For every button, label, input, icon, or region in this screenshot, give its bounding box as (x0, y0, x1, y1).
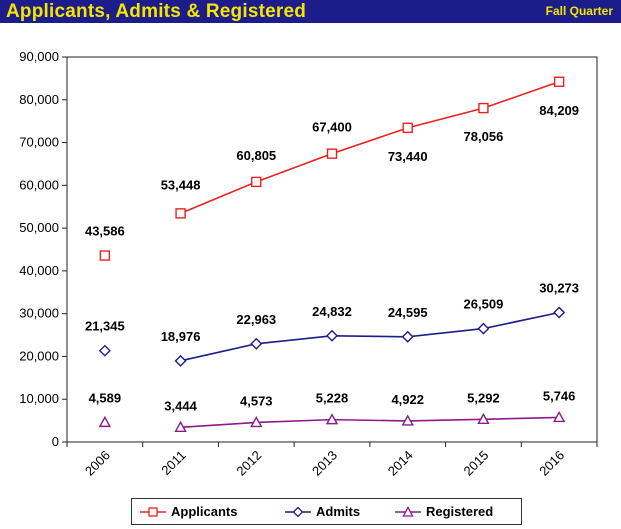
registered-data-label: 3,444 (164, 398, 197, 413)
applicants-data-label: 60,805 (236, 148, 276, 163)
admits-series-line (180, 311, 560, 362)
line-chart: 0 10,000 20,000 30,000 40,000 50,000 60,000 70,… (19, 49, 598, 479)
registered-point (325, 413, 339, 425)
registered-point (98, 415, 112, 428)
admits-legend-marker-icon (285, 506, 311, 517)
y-tick-label: 10,000 (19, 391, 59, 406)
y-tick-label: 50,000 (19, 220, 59, 235)
registered-data-label: 4,573 (240, 393, 273, 408)
registered-series-line (180, 416, 560, 429)
applicants-point (478, 102, 489, 114)
chart-subtitle: Fall Quarter (545, 4, 613, 18)
legend-item-admits: Admits (285, 499, 360, 524)
y-tick-label: 80,000 (19, 92, 59, 107)
applicants-series-line (180, 81, 560, 215)
applicants-data-label: 84,209 (539, 103, 579, 118)
x-tick-label: 2012 (233, 448, 264, 479)
applicants-point (251, 176, 262, 188)
y-tick-label: 40,000 (19, 263, 59, 278)
applicants-point (553, 76, 565, 87)
chart-title: Applicants, Admits & Registered (6, 1, 307, 22)
admits-data-label: 24,832 (312, 304, 352, 319)
y-tick-label: 70,000 (19, 135, 59, 150)
x-tick-label: 2016 (536, 448, 567, 479)
admits-data-label: 30,273 (539, 280, 579, 295)
y-tick-label: 90,000 (19, 49, 59, 64)
chart-header: Applicants, Admits & Registered Fall Qua… (0, 0, 621, 23)
legend-item-applicants: Applicants (140, 499, 237, 524)
y-tick-label: 60,000 (19, 177, 59, 192)
admits-data-label: 26,509 (464, 297, 504, 312)
applicants-point (175, 208, 186, 219)
registered-data-label: 5,228 (316, 391, 349, 406)
registered-data-label: 5,292 (467, 390, 500, 405)
admits-data-label: 22,963 (236, 312, 276, 327)
legend-label-applicants: Applicants (171, 504, 238, 519)
x-tick-label: 2015 (460, 448, 491, 479)
registered-point (552, 410, 566, 423)
registered-data-label: 5,746 (543, 388, 576, 403)
registered-legend-marker-icon (395, 505, 421, 517)
legend-item-registered: Registered (395, 499, 493, 524)
applicants-data-label: 73,440 (388, 149, 428, 164)
registered-point (174, 420, 187, 432)
applicants-data-label: 67,400 (312, 120, 352, 135)
plot-border (66, 56, 598, 443)
admits-data-label: 24,595 (388, 305, 428, 320)
registered-point (477, 412, 490, 425)
applicants-data-label: 43,586 (85, 224, 125, 239)
admits-point (477, 322, 490, 335)
chart-area: 0 10,000 20,000 30,000 40,000 50,000 60,000 70,… (0, 40, 621, 529)
registered-data-label: 4,589 (89, 390, 122, 405)
admits-point (553, 306, 566, 319)
chart-legend: Applicants Admits Registered (131, 498, 522, 525)
registered-point (250, 415, 263, 428)
x-tick-label: 2013 (309, 448, 340, 479)
applicants-point (99, 250, 111, 261)
y-tick-label: 30,000 (19, 306, 59, 321)
admits-point (98, 344, 111, 357)
legend-label-registered: Registered (426, 504, 494, 519)
y-tick-label: 0 (52, 434, 59, 449)
applicants-data-label: 78,056 (464, 129, 504, 144)
x-tick-label: 2006 (82, 448, 113, 479)
legend-label-admits: Admits (316, 504, 361, 519)
registered-point (401, 414, 414, 426)
admits-data-label: 21,345 (85, 319, 125, 334)
registered-data-label: 4,922 (391, 392, 424, 407)
admits-point (326, 329, 338, 342)
x-tick-label: 2014 (385, 448, 416, 479)
admits-point (401, 330, 414, 343)
applicants-point (402, 122, 413, 134)
admits-data-label: 18,976 (161, 329, 201, 344)
y-tick-label: 20,000 (19, 348, 59, 363)
x-tick-label: 2011 (158, 448, 188, 478)
applicants-data-label: 53,448 (161, 177, 201, 192)
applicants-legend-marker-icon (140, 506, 166, 517)
admits-point (174, 354, 187, 367)
admits-point (250, 337, 263, 350)
applicants-point (326, 148, 338, 159)
